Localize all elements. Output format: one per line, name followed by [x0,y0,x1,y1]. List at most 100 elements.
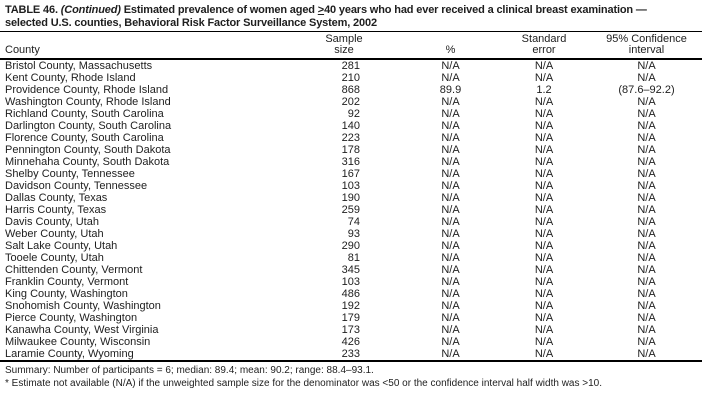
cell-sample-size: 223 [341,132,360,144]
table-row: Darlington County, South Carolina 140 N/A N… [0,120,702,132]
cell-percent: N/A [441,276,460,288]
cell-county: Laramie County, Wyoming [0,348,300,362]
cell-county: Bristol County, Massachusetts [5,60,153,72]
cell-sample-size: 140 [341,120,360,132]
column-header-line: interval [628,44,665,56]
cell-ci: N/A [637,180,656,192]
cell-ci: N/A [637,228,656,240]
table-row: Bristol County, Massachusetts 281 N/A N/A N/… [0,59,702,72]
cell-ci: N/A [637,288,656,300]
title-text-after-geq: 40 years who had ever received a clinica… [324,4,647,16]
cell-ci: (87.6–92.2) [618,84,675,96]
cell-percent: N/A [441,60,460,72]
cell-percent: N/A [441,228,460,240]
title-text-before-geq: Estimated prevalence of women aged [123,4,315,16]
column-header-line: error [532,44,556,56]
cell-std-error: N/A [534,156,554,168]
cell-sample-size: 316 [341,156,360,168]
table-label: TABLE 46. [5,4,58,16]
cell-county: Weber County, Utah [5,228,104,240]
cell-percent: N/A [441,216,460,228]
cell-percent: N/A [441,264,460,276]
cell-percent: N/A [441,312,460,324]
cell-std-error: N/A [534,240,554,252]
cell-sample-size: 259 [341,204,360,216]
table-row: Florence County, South Carolina 223 N/A N/A… [0,132,702,144]
column-header-county: County [0,32,300,60]
cell-sample-size: 173 [341,324,360,336]
cell-ci: N/A [637,168,656,180]
cell-county: Washington County, Rhode Island [5,96,171,108]
cell-county: Richland County, South Carolina [5,108,164,120]
cell-percent: N/A [441,252,460,264]
cell-std-error: N/A [534,228,554,240]
cell-ci: N/A [637,72,656,84]
cell-percent: N/A [388,348,513,362]
cell-std-error: N/A [534,312,554,324]
cell-sample-size: 167 [341,168,360,180]
cell-std-error: N/A [534,192,554,204]
cell-sample-size: 178 [341,144,360,156]
cell-county: Shelby County, Tennessee [5,168,135,180]
cell-sample-size: 486 [341,288,360,300]
cell-ci: N/A [575,348,702,362]
cell-std-error: N/A [534,108,554,120]
cell-ci: N/A [637,264,656,276]
cell-ci: N/A [637,144,656,156]
cell-percent: N/A [441,300,460,312]
cell-ci: N/A [637,300,656,312]
cell-county: Davidson County, Tennessee [5,180,148,192]
table-row: Richland County, South Carolina 92 N/A N/A N… [0,108,702,120]
cell-sample-size: 426 [341,336,360,348]
cell-sample-size: 92 [347,108,360,120]
cell-sample-size: 192 [341,300,360,312]
cell-county: Salt Lake County, Utah [5,240,118,252]
cell-ci: N/A [637,108,656,120]
cell-percent: N/A [441,156,460,168]
table-row: Providence County, Rhode Island 868 89.9 1.… [0,84,702,96]
cell-sample-size: 103 [341,276,360,288]
cell-std-error: N/A [534,180,554,192]
table-title: TABLE 46. (Continued) Estimated prevalen… [0,0,702,32]
column-header-line: Sample [325,33,363,45]
cell-ci: N/A [637,216,656,228]
cell-std-error: N/A [534,252,554,264]
cell-county: Harris County, Texas [5,204,107,216]
table-row: Kanawha County, West Virginia 173 N/A N/A N/… [0,324,702,336]
column-header-line: Standard [521,33,567,45]
cell-county: Providence County, Rhode Island [5,84,169,96]
cell-sample-size: 179 [341,312,360,324]
table-header: County Sample size% Standard error 95% Confid… [0,32,702,60]
cell-std-error: N/A [534,336,554,348]
cell-sample-size: 103 [341,180,360,192]
cell-percent: N/A [441,96,460,108]
cell-county: Pierce County, Washington [5,312,138,324]
cell-std-error: N/A [534,264,554,276]
cell-county: King County, Washington [5,288,128,300]
cell-ci: N/A [637,204,656,216]
cell-std-error: N/A [513,348,575,362]
cell-percent: N/A [441,204,460,216]
cell-std-error: N/A [534,324,554,336]
cell-percent: N/A [441,72,460,84]
cell-ci: N/A [637,120,656,132]
table-row: Chittenden County, Vermont 345 N/A N/A N/A [0,264,702,276]
cell-ci: N/A [637,96,656,108]
cell-std-error: N/A [534,300,554,312]
table-row: Snohomish County, Washington 192 N/A N/A N/A [0,300,702,312]
cell-percent: N/A [441,192,460,204]
table-row: Weber County, Utah 93 N/A N/A N/A [0,228,702,240]
table-row: Kent County, Rhode Island 210 N/A N/A N/A [0,72,702,84]
column-header-line: 95% Confidence [606,33,687,45]
cell-ci: N/A [637,276,656,288]
footnote-line: * Estimate not available (N/A) if the un… [5,378,602,389]
cell-ci: N/A [637,60,656,72]
table-row: Minnehaha County, South Dakota 316 N/A N/A N… [0,156,702,168]
cell-county: Tooele County, Utah [5,252,104,264]
table-row: Davidson County, Tennessee 103 N/A N/A N/A [0,180,702,192]
table-row: Laramie County, Wyoming 233 N/A N/A N/A [0,348,702,362]
cell-county: Milwaukee County, Wisconsin [5,336,151,348]
table-row: Pennington County, South Dakota 178 N/A N/A… [0,144,702,156]
table-row: King County, Washington 486 N/A N/A N/A [0,288,702,300]
